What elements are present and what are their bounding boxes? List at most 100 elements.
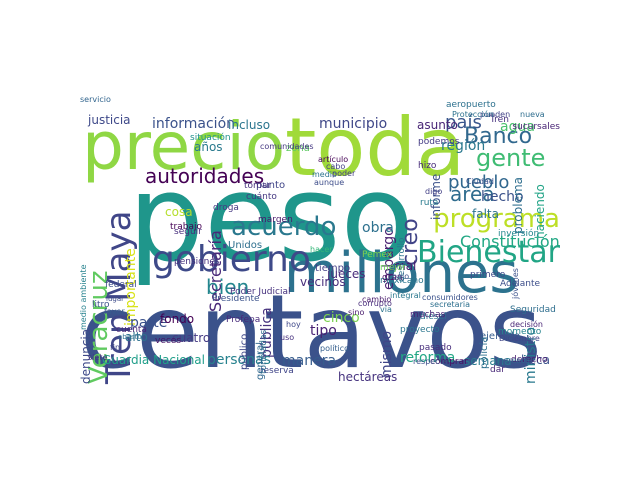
word-cloud-word: secretaria [430,300,470,309]
word-cloud-word: lugar [106,295,124,303]
word-cloud-word: hacer [310,245,333,254]
word-cloud-word: momento [498,327,542,337]
word-cloud-word: personas [207,352,271,368]
word-cloud-word: servicio [80,95,111,104]
word-cloud-word: reserva [260,366,294,376]
word-cloud-word: millones [284,241,519,306]
word-cloud-word: corrupto [358,299,392,308]
word-cloud-word: hectáreas [338,370,398,384]
word-cloud-word: cuánto [246,192,277,202]
word-cloud-word: droga [213,203,239,213]
word-cloud-word: situación [190,133,231,143]
word-cloud-word: Guardia Nacional [102,353,205,367]
word-cloud-word: ejemplo [480,331,521,342]
word-cloud-word: jóvenes [511,267,520,299]
word-cloud-word: hecho [481,189,524,205]
word-cloud-word: beca [521,353,550,367]
word-cloud-word: aeropuerto [446,100,496,110]
word-cloud-word: margen [258,215,293,225]
word-cloud-word: seguir [174,227,202,237]
word-cloud-word: fondo [160,312,195,326]
word-cloud-word: político [320,344,350,353]
word-cloud-word: Ciudad [466,177,494,186]
word-cloud-word: peso [128,150,414,289]
word-cloud-word: cuenta [116,325,147,335]
word-cloud-word: policía [479,336,490,369]
word-cloud-word: hizo [418,161,437,171]
word-cloud-word: federal [105,280,137,290]
word-cloud-word: problema [511,176,525,234]
word-cloud-word: municipio [319,116,388,132]
word-cloud-word: comunidades [260,142,314,151]
word-cloud-word: poder [332,169,356,178]
word-cloud-word: mejor [380,263,407,273]
word-cloud-word: Seguridad [510,305,556,315]
word-cloud-word: Pemex [362,250,393,260]
word-cloud-word: programa [433,204,560,234]
word-cloud-word: integral [390,291,421,300]
word-cloud-word: inversión [498,229,540,239]
word-cloud-word: primero [470,270,506,280]
word-cloud-word: Tren [490,115,509,125]
word-cloud-word: mexicano [380,276,424,286]
word-cloud-word: años [194,140,223,154]
word-cloud-word: aunque [314,178,345,187]
word-cloud-word: incluso [228,118,271,132]
word-cloud-word: justicia [88,113,131,127]
word-cloud-word: muchas [410,310,446,320]
word-cloud-word: sino [348,308,365,317]
word-cloud-word: cabo [326,162,346,171]
word-cloud-word: vía [380,305,392,314]
word-cloud-word: país [445,112,482,133]
word-cloud-word: consumidores [422,293,478,302]
word-cloud-word: alto [125,330,148,344]
word-cloud-word: pensiones [174,257,220,267]
word-cloud-word: precio [82,108,286,185]
word-cloud-word: comprar [430,357,468,367]
word-cloud-word: público [239,333,250,370]
word-cloud-word: uso [280,333,295,342]
word-cloud-word: centavos [80,273,542,392]
word-cloud-word: trabajo [170,222,202,232]
word-cloud-word: fin [110,343,121,352]
word-cloud-word: agua [500,119,535,135]
word-cloud-word: ingresos [496,356,530,365]
word-cloud-word: proyecto [400,325,440,335]
word-cloud-word: favor [104,307,125,316]
word-cloud-word: medio [312,170,337,179]
word-cloud-word: siete [88,353,108,362]
word-cloud-word: ruta [420,198,439,208]
word-cloud-word: Banco [464,124,533,149]
word-cloud-word: gran [382,273,403,283]
word-cloud-word: Adelante [500,279,541,289]
word-cloud-word: nueva [520,110,545,119]
word-cloud-word: obra [362,220,394,236]
word-cloud-word: Presidente [212,294,260,304]
word-cloud-word: pueden [480,110,511,119]
word-cloud-word: Poder Judicial [230,287,291,297]
word-cloud-word: Bienestar [417,235,560,270]
word-cloud-word: pasado [419,343,452,353]
word-cloud-word: Constitución [460,232,560,251]
word-cloud-word: Unidos [228,240,263,251]
word-cloud-word: falta [472,207,499,221]
word-cloud-word: hoy [286,320,301,329]
word-cloud-word: abasto [118,333,142,341]
word-cloud-word: tiempo [315,263,351,274]
word-cloud-word: gobierno [152,239,311,280]
word-cloud-word: gente [476,144,546,172]
word-cloud-word: podemos [418,137,460,147]
word-cloud-word: asunto [417,118,458,132]
word-cloud-word: autoridades [145,164,265,188]
word-cloud-word: parte [130,315,168,331]
word-cloud-word: Diciembre [499,334,540,343]
word-cloud-word: manera [282,353,337,369]
word-cloud-word: jueces [327,267,366,281]
word-cloud-word: zona [286,143,310,154]
word-cloud-word: vecinos [300,275,346,289]
word-cloud-word: cuatro [172,331,211,345]
word-cloud-word: litro [92,300,110,310]
word-cloud-word: punto [256,180,286,191]
word-cloud-word: dar [490,365,505,375]
word-cloud-word: cambio [362,295,392,304]
